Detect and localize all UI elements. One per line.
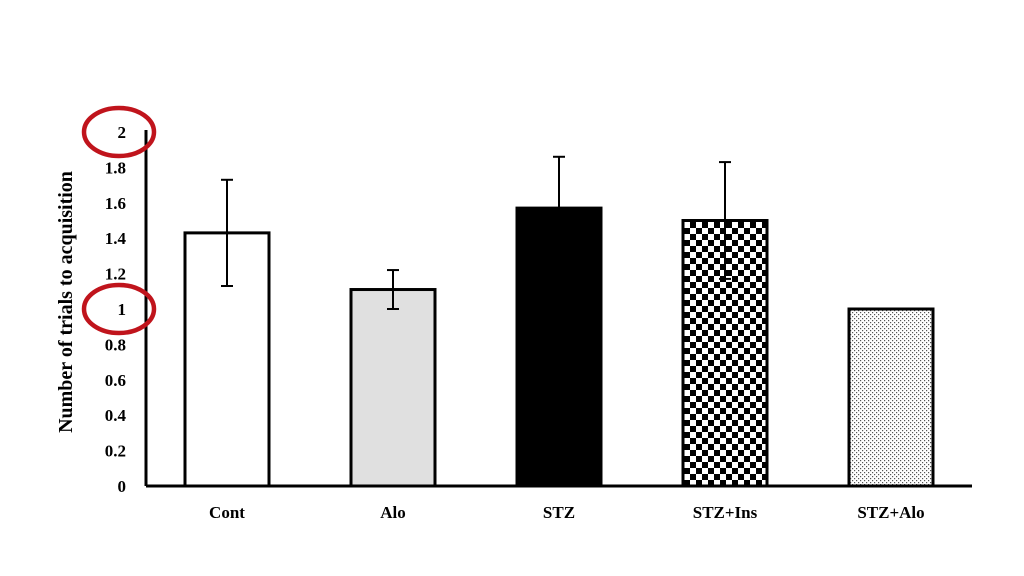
highlight-circle xyxy=(81,105,157,159)
y-tick-label: 0.2 xyxy=(105,442,126,461)
x-category-label: Cont xyxy=(209,503,245,522)
y-tick-label: 0 xyxy=(118,477,127,496)
x-category-label: Alo xyxy=(380,503,406,522)
y-tick-label: 0.4 xyxy=(105,406,127,425)
y-tick-label: 0.8 xyxy=(105,335,126,354)
x-category-label: STZ xyxy=(543,503,575,522)
bar xyxy=(349,288,437,488)
bar xyxy=(847,307,935,488)
y-tick-label: 2 xyxy=(118,123,127,142)
y-tick-label: 1.2 xyxy=(105,265,126,284)
y-tick-label: 1.6 xyxy=(105,194,126,213)
y-tick-label: 1 xyxy=(118,300,127,319)
bar xyxy=(515,206,603,488)
x-category-label: STZ+Alo xyxy=(857,503,924,522)
x-category-label: STZ+Ins xyxy=(693,503,758,522)
highlight-circle xyxy=(81,282,157,336)
y-axis-title: Number of trials to acquisition xyxy=(55,171,77,433)
y-tick-label: 0.6 xyxy=(105,371,126,390)
y-tick-label: 1.8 xyxy=(105,158,126,177)
y-tick-label: 1.4 xyxy=(105,229,127,248)
